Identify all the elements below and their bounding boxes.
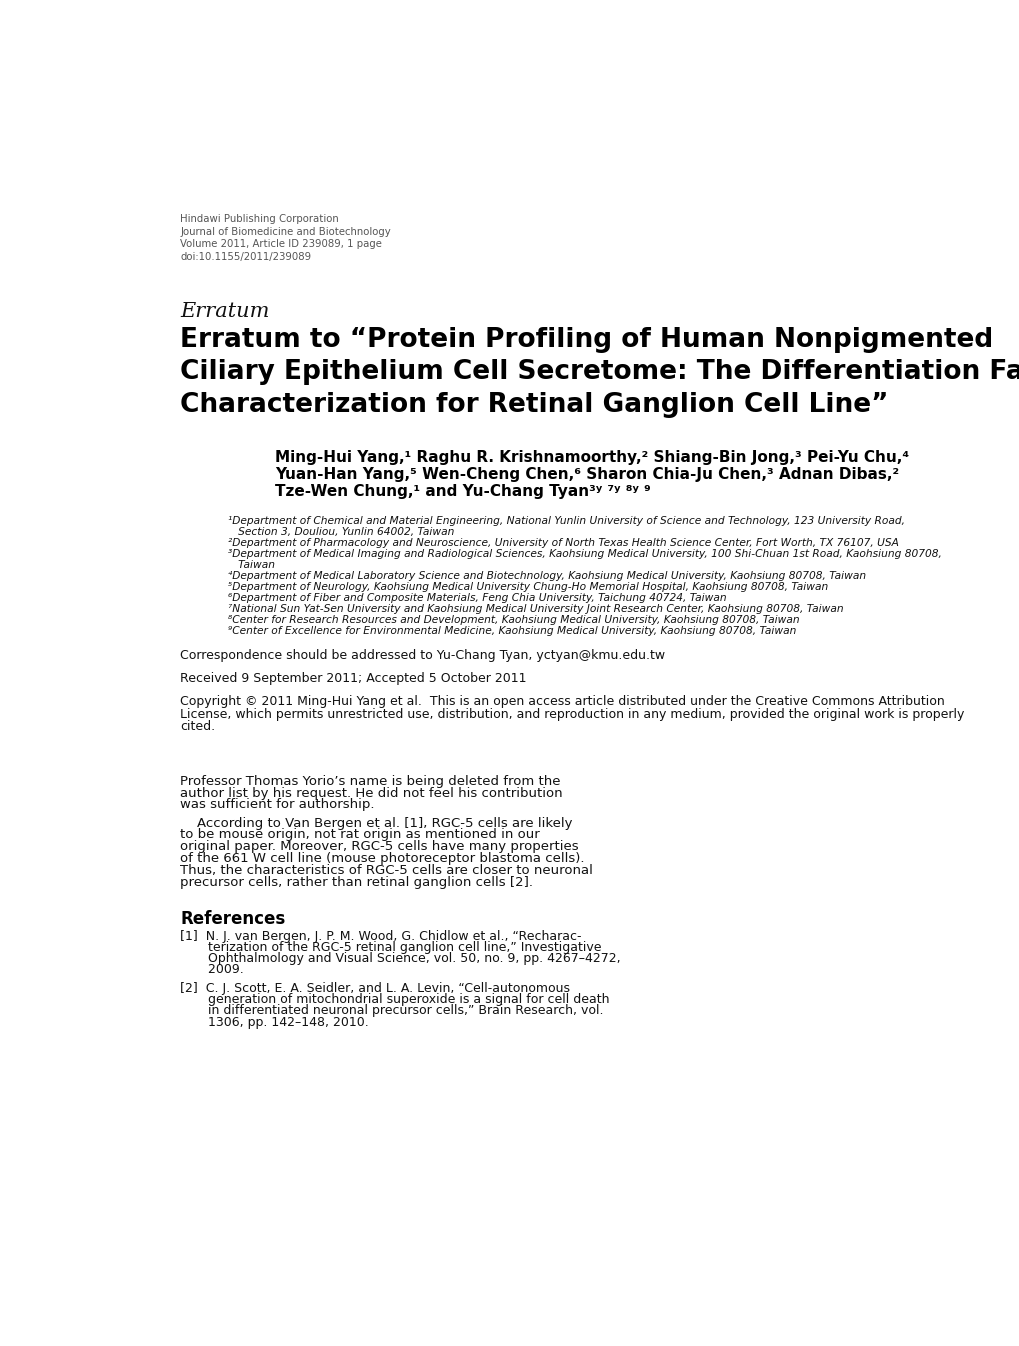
Text: precursor cells, rather than retinal ganglion cells [2].: precursor cells, rather than retinal gan… <box>180 876 533 890</box>
Text: According to Van Bergen et al. [1], RGC-5 cells are likely: According to Van Bergen et al. [1], RGC-… <box>180 817 572 829</box>
Text: ⁴Department of Medical Laboratory Science and Biotechnology, Kaohsiung Medical U: ⁴Department of Medical Laboratory Scienc… <box>228 571 865 581</box>
Text: References: References <box>180 910 285 927</box>
Text: in differentiated neuronal precursor cells,” Brain Research, vol.: in differentiated neuronal precursor cel… <box>180 1004 603 1018</box>
Text: ⁷National Sun Yat-Sen University and Kaohsiung Medical University Joint Research: ⁷National Sun Yat-Sen University and Kao… <box>228 604 843 614</box>
Text: Ming-Hui Yang,¹ Raghu R. Krishnamoorthy,² Shiang-Bin Jong,³ Pei-Yu Chu,⁴: Ming-Hui Yang,¹ Raghu R. Krishnamoorthy,… <box>274 451 908 466</box>
Text: to be mouse origin, not rat origin as mentioned in our: to be mouse origin, not rat origin as me… <box>180 829 539 841</box>
Text: Erratum to “Protein Profiling of Human Nonpigmented: Erratum to “Protein Profiling of Human N… <box>180 327 993 353</box>
Text: [2]  C. J. Scott, E. A. Seidler, and L. A. Levin, “Cell-autonomous: [2] C. J. Scott, E. A. Seidler, and L. A… <box>180 983 570 995</box>
Text: Section 3, Douliou, Yunlin 64002, Taiwan: Section 3, Douliou, Yunlin 64002, Taiwan <box>228 528 454 537</box>
Text: Received 9 September 2011; Accepted 5 October 2011: Received 9 September 2011; Accepted 5 Oc… <box>180 672 526 685</box>
Text: ⁶Department of Fiber and Composite Materials, Feng Chia University, Taichung 407: ⁶Department of Fiber and Composite Mater… <box>228 594 727 603</box>
Text: Yuan-Han Yang,⁵ Wen-Cheng Chen,⁶ Sharon Chia-Ju Chen,³ Adnan Dibas,²: Yuan-Han Yang,⁵ Wen-Cheng Chen,⁶ Sharon … <box>274 467 898 482</box>
Text: Correspondence should be addressed to Yu-Chang Tyan, yctyan@kmu.edu.tw: Correspondence should be addressed to Yu… <box>180 649 664 662</box>
Text: generation of mitochondrial superoxide is a signal for cell death: generation of mitochondrial superoxide i… <box>180 993 609 1007</box>
Text: Thus, the characteristics of RGC-5 cells are closer to neuronal: Thus, the characteristics of RGC-5 cells… <box>180 864 592 878</box>
Text: 1306, pp. 142–148, 2010.: 1306, pp. 142–148, 2010. <box>180 1016 369 1028</box>
Text: 2009.: 2009. <box>180 964 244 976</box>
Text: Copyright © 2011 Ming-Hui Yang et al.  This is an open access article distribute: Copyright © 2011 Ming-Hui Yang et al. Th… <box>180 696 944 708</box>
Text: License, which permits unrestricted use, distribution, and reproduction in any m: License, which permits unrestricted use,… <box>180 708 964 720</box>
Text: [1]  N. J. van Bergen, J. P. M. Wood, G. Chidlow et al., “Recharac-: [1] N. J. van Bergen, J. P. M. Wood, G. … <box>180 930 581 942</box>
Text: Volume 2011, Article ID 239089, 1 page: Volume 2011, Article ID 239089, 1 page <box>180 240 382 249</box>
Text: Characterization for Retinal Ganglion Cell Line”: Characterization for Retinal Ganglion Ce… <box>180 392 888 417</box>
Text: was sufficient for authorship.: was sufficient for authorship. <box>180 798 374 812</box>
Text: ³Department of Medical Imaging and Radiological Sciences, Kaohsiung Medical Univ: ³Department of Medical Imaging and Radio… <box>228 549 942 560</box>
Text: Erratum: Erratum <box>180 303 269 322</box>
Text: ⁸Center for Research Resources and Development, Kaohsiung Medical University, Ka: ⁸Center for Research Resources and Devel… <box>228 615 799 625</box>
Text: Journal of Biomedicine and Biotechnology: Journal of Biomedicine and Biotechnology <box>180 226 390 237</box>
Text: ²Department of Pharmacology and Neuroscience, University of North Texas Health S: ²Department of Pharmacology and Neurosci… <box>228 538 898 548</box>
Text: doi:10.1155/2011/239089: doi:10.1155/2011/239089 <box>180 252 311 262</box>
Text: Tze-Wen Chung,¹ and Yu-Chang Tyan³ʸ ⁷ʸ ⁸ʸ ⁹: Tze-Wen Chung,¹ and Yu-Chang Tyan³ʸ ⁷ʸ ⁸… <box>274 485 650 499</box>
Text: Hindawi Publishing Corporation: Hindawi Publishing Corporation <box>180 214 338 223</box>
Text: Taiwan: Taiwan <box>228 560 275 571</box>
Text: original paper. Moreover, RGC-5 cells have many properties: original paper. Moreover, RGC-5 cells ha… <box>180 840 578 853</box>
Text: ¹Department of Chemical and Material Engineering, National Yunlin University of : ¹Department of Chemical and Material Eng… <box>228 517 905 526</box>
Text: terization of the RGC-5 retinal ganglion cell line,” Investigative: terization of the RGC-5 retinal ganglion… <box>180 941 601 954</box>
Text: Professor Thomas Yorio’s name is being deleted from the: Professor Thomas Yorio’s name is being d… <box>180 774 560 787</box>
Text: of the 661 W cell line (mouse photoreceptor blastoma cells).: of the 661 W cell line (mouse photorecep… <box>180 852 584 865</box>
Text: Ophthalmology and Visual Science, vol. 50, no. 9, pp. 4267–4272,: Ophthalmology and Visual Science, vol. 5… <box>180 952 621 965</box>
Text: author list by his request. He did not feel his contribution: author list by his request. He did not f… <box>180 786 562 800</box>
Text: cited.: cited. <box>180 720 215 734</box>
Text: ⁵Department of Neurology, Kaohsiung Medical University Chung-Ho Memorial Hospita: ⁵Department of Neurology, Kaohsiung Medi… <box>228 581 827 592</box>
Text: Ciliary Epithelium Cell Secretome: The Differentiation Factors: Ciliary Epithelium Cell Secretome: The D… <box>180 359 1019 385</box>
Text: ⁹Center of Excellence for Environmental Medicine, Kaohsiung Medical University, : ⁹Center of Excellence for Environmental … <box>228 626 796 635</box>
